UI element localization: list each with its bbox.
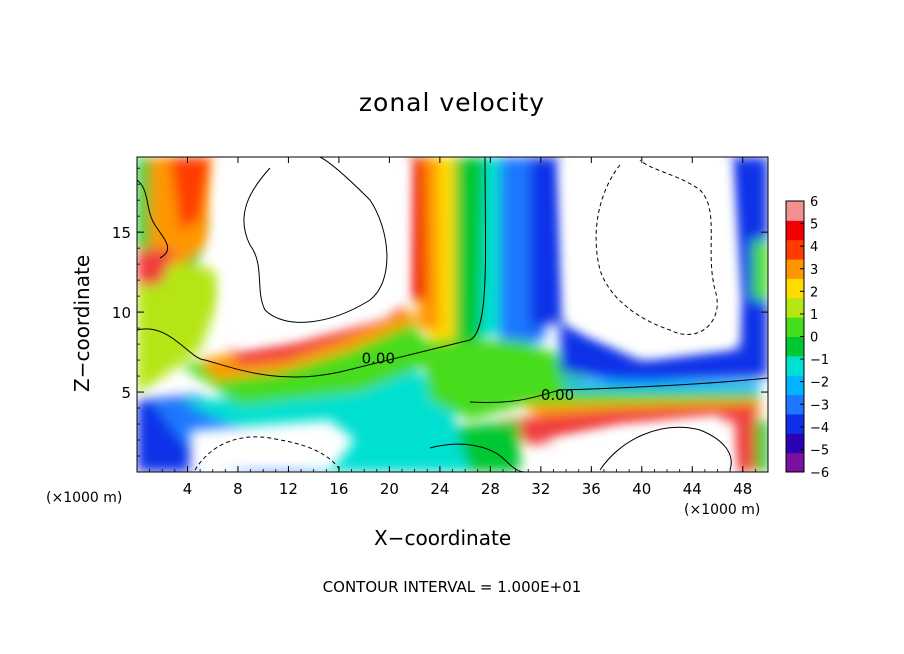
contour-interval-note: CONTOUR INTERVAL = 1.000E+01 [322, 578, 582, 596]
field-right-bottom-red [735, 405, 755, 472]
field-mid-green [420, 340, 600, 420]
colorbar-swatch-5 [786, 355, 804, 376]
colorbar-tick-label: 5 [810, 218, 818, 233]
colorbar-tick-label: −3 [810, 398, 829, 413]
x-tick-label-40: 40 [632, 480, 651, 498]
x-tick-label-16: 16 [329, 480, 348, 498]
x-axis: 4 8 12 16 20 24 28 32 36 40 44 48 [149, 157, 756, 498]
contour-labels: 0.00 0.00 [362, 349, 575, 404]
field-shelf-blue [560, 320, 760, 382]
colorbar-tick-label: 1 [810, 308, 818, 323]
y-tick-label-10: 10 [112, 304, 131, 322]
x-tick-label-24: 24 [430, 480, 449, 498]
field-band-left-red [170, 157, 212, 230]
colorbar-tick-label: −6 [810, 466, 829, 481]
field-white-upper-left [210, 157, 410, 350]
contour-upper-right-dashed [595, 159, 718, 335]
colorbar-swatch-6 [786, 336, 804, 357]
contour-lower-right [599, 426, 732, 471]
colorbar-tick-label: −5 [810, 443, 829, 458]
colorbar-swatch-12 [786, 220, 804, 241]
velocity-field [137, 157, 768, 472]
contour-bottom-mid [429, 443, 526, 472]
x-tick-label-8: 8 [233, 480, 243, 498]
field-right-bottom-green [755, 420, 768, 472]
chart-title: zonal velocity [358, 88, 546, 117]
colorbar: 6 5 4 3 2 1 0 −1 −2 −3 −4 −5 −6 [785, 195, 829, 481]
x-axis-label: X−coordinate [374, 526, 512, 550]
contour-lower-left-dashed [194, 436, 341, 471]
colorbar-swatch-7 [786, 317, 804, 337]
x-tick-label-32: 32 [531, 480, 550, 498]
colorbar-swatch-8 [786, 297, 804, 318]
contour-upper-left-loop [243, 157, 388, 323]
field-white-lower-right [550, 415, 735, 472]
field-diag-cyan [180, 360, 460, 472]
x-tick-label-28: 28 [481, 480, 500, 498]
x-tick-label-12: 12 [279, 480, 298, 498]
colorbar-swatch-13 [786, 201, 804, 221]
contour-label-1: 0.00 [541, 386, 574, 404]
field-white-upper-right [560, 157, 740, 355]
field-right-col-green [752, 240, 768, 300]
colorbar-swatch-9 [786, 278, 804, 299]
x-tick-label-44: 44 [683, 480, 702, 498]
field-lower-cyan [400, 410, 470, 472]
colorbar-tick-label: −2 [810, 376, 829, 391]
zero-contour-shelf [469, 377, 768, 404]
field-band-left-red2 [137, 250, 175, 285]
zero-contour-left-top [137, 179, 169, 259]
colorbar-swatch-1 [786, 433, 804, 454]
colorbar-swatch-0 [786, 452, 804, 473]
contour-label-0: 0.00 [362, 349, 395, 367]
field-column-darkblue [530, 157, 565, 330]
field-white-lower-left [190, 420, 355, 472]
colorbar-tick-label: 3 [810, 263, 818, 278]
zero-contour-main [137, 157, 487, 378]
colorbar-tick-label: 6 [810, 195, 818, 210]
field-column-red [410, 157, 426, 300]
x-tick-label-48: 48 [733, 480, 752, 498]
colorbar-swatch-11 [786, 239, 804, 260]
y-axis-label: Z−coordinate [70, 254, 94, 392]
x-unit-right: (×1000 m) [684, 502, 761, 518]
colorbar-tick-label: −4 [810, 421, 829, 436]
y-tick-label-15: 15 [112, 224, 131, 242]
x-tick-label-36: 36 [582, 480, 601, 498]
colorbar-swatch-4 [786, 375, 804, 396]
x-tick-label-4: 4 [183, 480, 193, 498]
colorbar-swatch-2 [786, 413, 804, 434]
x-unit-left: (×1000 m) [46, 490, 123, 506]
colorbar-tick-label: −1 [810, 353, 829, 368]
x-tick-label-20: 20 [380, 480, 399, 498]
field-right-col-blue [730, 157, 768, 380]
colorbar-tick-label: 2 [810, 285, 818, 300]
field-band-left-mid [137, 260, 230, 395]
contour-lines [137, 157, 768, 472]
colorbar-swatch-3 [786, 394, 804, 415]
y-tick-label-5: 5 [121, 384, 131, 402]
colorbar-tick-label: 4 [810, 240, 818, 255]
colorbar-swatch-10 [786, 259, 804, 279]
colorbar-tick-label: 0 [810, 331, 818, 346]
y-axis: 5 10 15 [112, 167, 768, 457]
